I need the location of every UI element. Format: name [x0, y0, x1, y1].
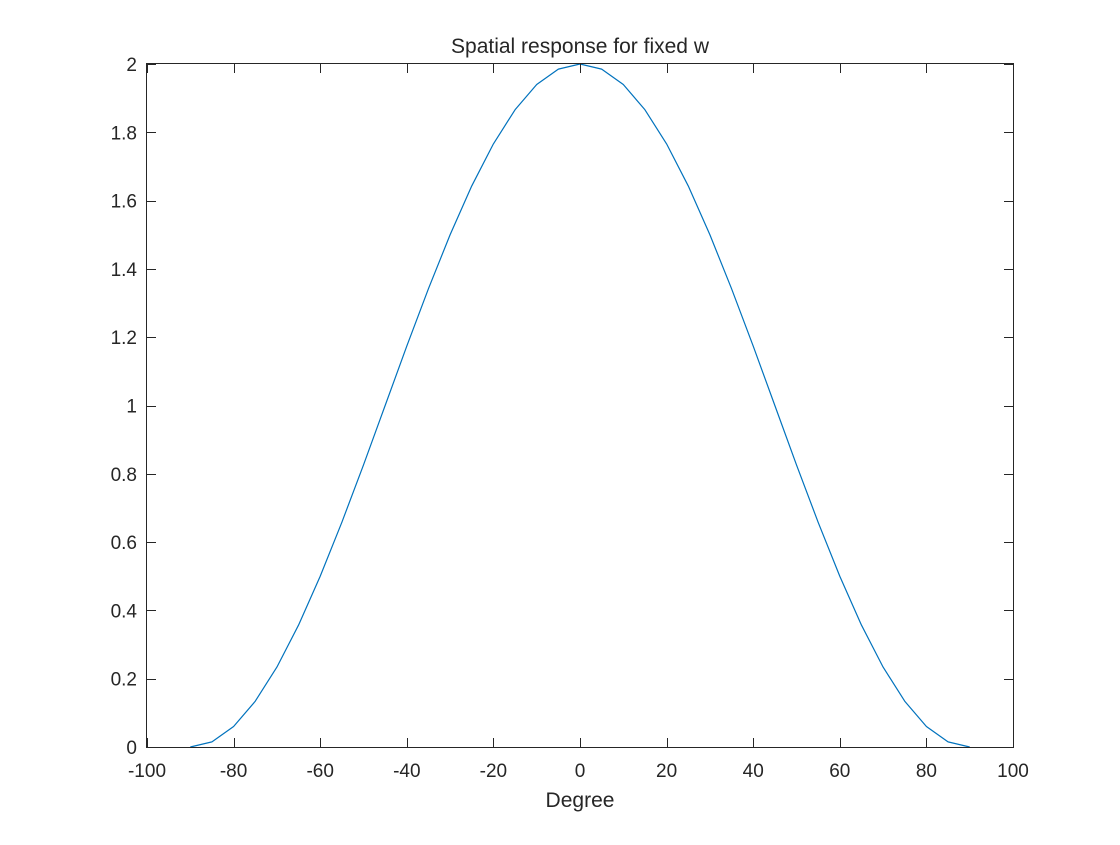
- axes-box: [146, 63, 1014, 748]
- x-tick-label: 100: [997, 761, 1029, 782]
- y-tick-label: 2: [126, 55, 137, 76]
- y-tick-label: 0.6: [111, 533, 137, 554]
- y-tick-label: 1.6: [111, 192, 137, 213]
- series-line: [190, 63, 970, 748]
- x-tick-label: 80: [916, 761, 937, 782]
- chart-title: Spatial response for fixed w: [451, 35, 710, 58]
- x-tick-label: -40: [393, 761, 420, 782]
- y-tick-label: 0.4: [111, 601, 138, 622]
- x-tick-label: -60: [306, 761, 333, 782]
- x-tick-label: -20: [480, 761, 507, 782]
- x-tick-label: 40: [743, 761, 764, 782]
- y-tick-label: 1.8: [111, 123, 137, 144]
- x-tick-label: -80: [220, 761, 247, 782]
- plot-area: [190, 63, 970, 748]
- y-tick-label: 1.2: [111, 328, 137, 349]
- y-tick-label: 1.4: [111, 260, 138, 281]
- x-axis: -100 -80 -60 -40 -20 0 20 40 60 80 100: [128, 64, 1029, 782]
- y-tick-label: 1: [126, 397, 137, 418]
- x-tick-label: -100: [128, 761, 166, 782]
- y-tick-label: 0: [126, 738, 137, 759]
- y-tick-label: 0.8: [111, 465, 137, 486]
- y-tick-label: 0.2: [111, 670, 137, 691]
- x-tick-label: 60: [829, 761, 850, 782]
- y-axis: 0 0.2 0.4 0.6 0.8 1 1.2 1.4 1.6 1.8 2: [111, 55, 1013, 759]
- x-axis-title: Degree: [546, 789, 615, 812]
- x-tick-label: 20: [656, 761, 677, 782]
- x-tick-label: 0: [575, 761, 586, 782]
